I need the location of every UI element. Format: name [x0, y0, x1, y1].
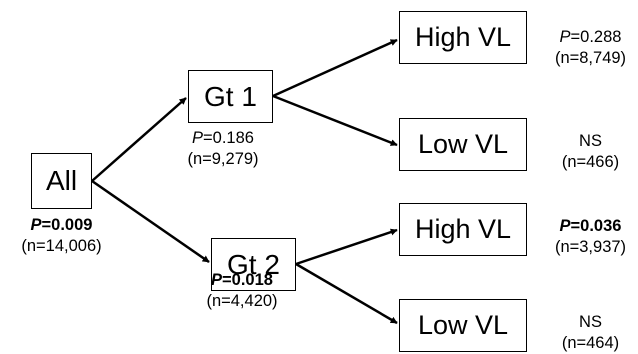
p-value-low-vl-gt1: NS — [579, 132, 602, 150]
count-all: (n=14,006) — [21, 237, 102, 255]
node-high-vl-gt2: High VL — [399, 203, 527, 256]
node-gt2-label: Gt 2 — [227, 248, 280, 280]
node-low-vl-gt1: Low VL — [399, 118, 527, 171]
p-value-low-vl-gt2: NS — [579, 313, 602, 331]
stat-low-vl-gt1: NS (n=466) — [543, 131, 638, 173]
count-low-vl-gt2: (n=464) — [561, 334, 620, 352]
p-value-gt2: P=0.018 — [211, 271, 273, 289]
count-gt2: (n=4,420) — [206, 292, 278, 310]
stat-gt1: P=0.186 (n=9,279) — [163, 128, 283, 170]
p-value-high-vl-gt1: P=0.288 — [559, 28, 622, 46]
stat-high-vl-gt1: P=0.288 (n=8,749) — [543, 27, 638, 69]
arrow-gt2-to-high2 — [295, 228, 398, 266]
node-gt1: Gt 1 — [188, 70, 273, 123]
arrow-gt1-to-low1 — [272, 94, 398, 147]
node-gt2: Gt 2 — [211, 238, 296, 291]
count-high-vl-gt2: (n=3,937) — [554, 238, 627, 256]
count-gt1: (n=9,279) — [187, 150, 259, 168]
arrow-all-to-gt1 — [91, 97, 187, 182]
count-high-vl-gt1: (n=8,749) — [554, 49, 627, 67]
arrow-gt2-to-low2 — [295, 262, 398, 325]
node-all: All — [31, 153, 92, 209]
node-gt1-label: Gt 1 — [204, 80, 257, 112]
stat-all: P=0.009 (n=14,006) — [0, 215, 123, 257]
p-value-gt1: P=0.186 — [192, 129, 254, 147]
p-value-high-vl-gt2: P=0.036 — [559, 217, 622, 235]
node-all-label: All — [45, 165, 78, 196]
node-low-vl-gt2: Low VL — [399, 299, 527, 352]
p-value-all: P=0.009 — [30, 216, 93, 234]
node-high-vl-gt1: High VL — [399, 11, 527, 64]
count-low-vl-gt1: (n=466) — [561, 153, 620, 171]
node-low-vl-gt2-label: Low VL — [417, 310, 509, 340]
stat-high-vl-gt2: P=0.036 (n=3,937) — [543, 216, 638, 258]
stat-gt2: P=0.018 (n=4,420) — [182, 270, 302, 312]
node-high-vl-gt1-label: High VL — [414, 22, 512, 52]
node-high-vl-gt2-label: High VL — [414, 214, 512, 244]
arrow-gt1-to-high1 — [272, 38, 398, 98]
stat-low-vl-gt2: NS (n=464) — [543, 312, 638, 354]
arrow-all-to-gt2 — [91, 179, 210, 264]
node-low-vl-gt1-label: Low VL — [417, 129, 509, 159]
